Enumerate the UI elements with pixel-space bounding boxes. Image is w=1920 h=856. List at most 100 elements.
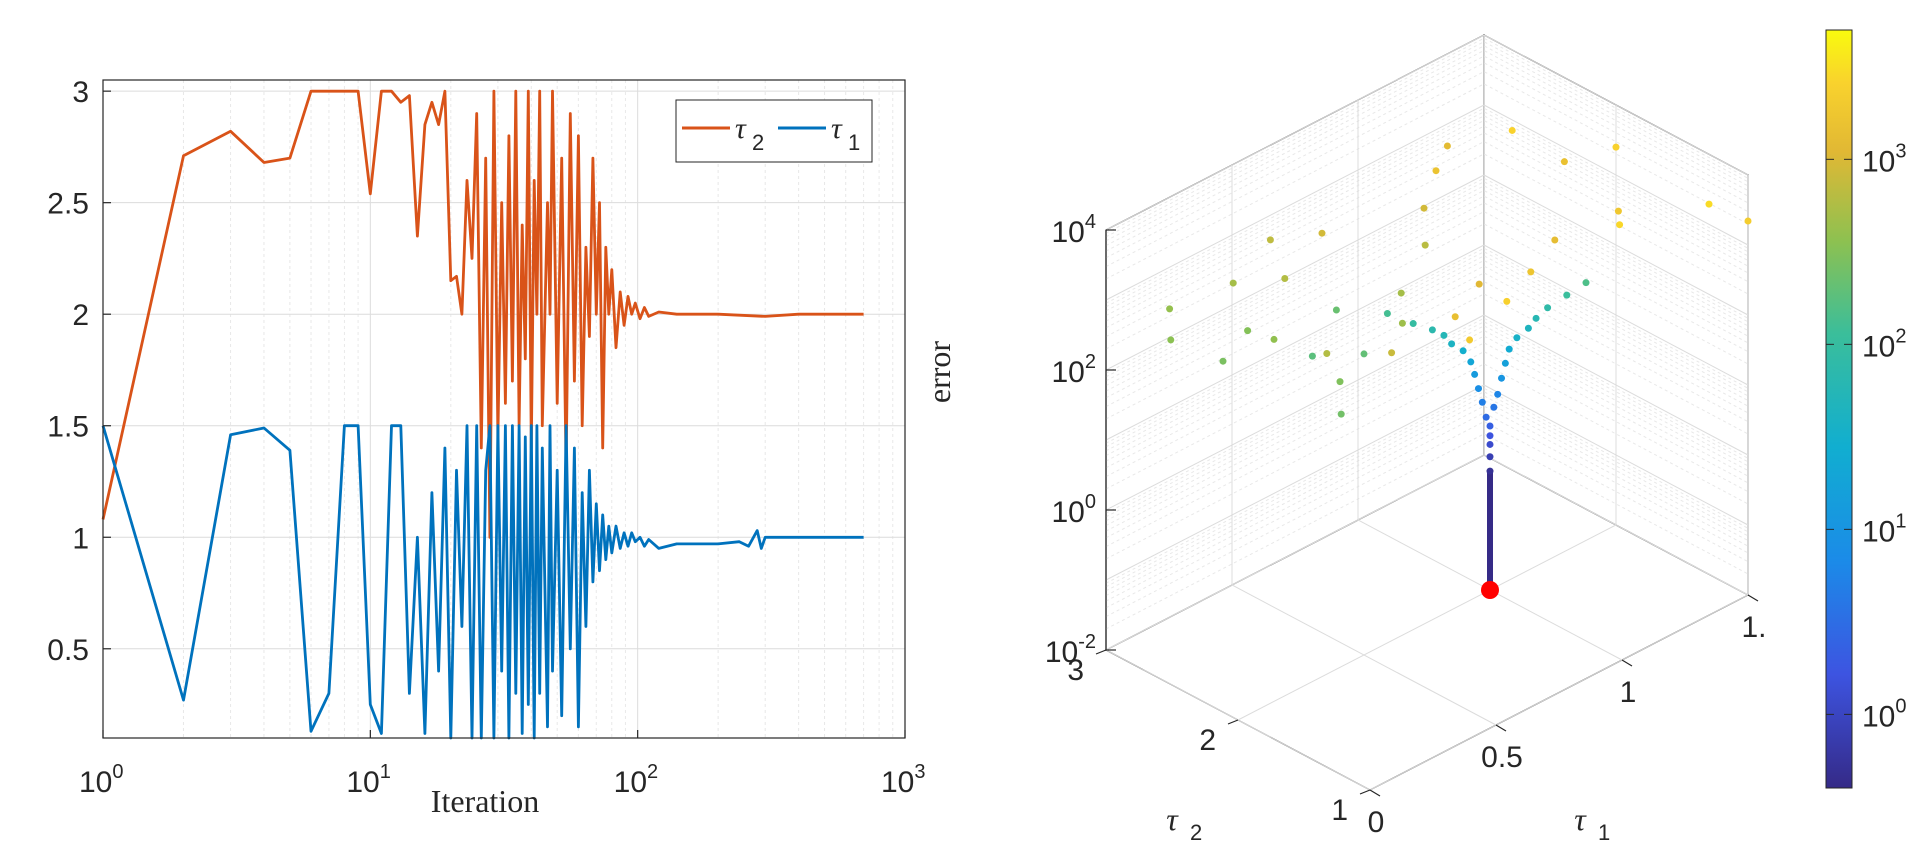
x-tick-label: 103	[881, 761, 926, 799]
z-gridline	[1105, 259, 1749, 456]
z-gridline	[1105, 177, 1749, 374]
legend: τ 2 τ 1	[675, 99, 873, 163]
x3d-tick-mark	[1747, 594, 1759, 602]
scatter-point	[1229, 279, 1237, 287]
y-tick-label: 2.5	[47, 188, 89, 221]
z-gridline	[1105, 387, 1749, 584]
z-gridline	[1105, 363, 1749, 560]
scatter-point	[1420, 204, 1428, 212]
z-gridline	[1105, 119, 1749, 316]
z-gridline	[1105, 251, 1749, 448]
scatter-point	[1270, 335, 1278, 343]
colorbar-tick-label: 101	[1862, 510, 1907, 548]
scatter-point	[1482, 413, 1490, 421]
z-gridline	[1105, 141, 1749, 338]
y-gridline-3d	[1105, 35, 1485, 651]
optimum-marker	[1481, 581, 1499, 599]
scatter-point	[1409, 320, 1417, 328]
legend-label-tau2: τ	[735, 112, 747, 145]
scatter-point	[1612, 143, 1620, 151]
scatter-point	[1337, 410, 1345, 418]
scatter-point	[1443, 142, 1451, 150]
x3d-tick-mark	[1621, 659, 1633, 667]
z-gridline	[1105, 281, 1749, 478]
scatter-point	[1486, 467, 1494, 475]
x3d-tick-mark	[1369, 789, 1381, 797]
scatter-point	[1308, 352, 1316, 360]
legend-label-tau1: τ	[831, 112, 843, 145]
z-tick-label: 102	[1052, 351, 1097, 389]
x-tick-label: 102	[614, 761, 659, 799]
scatter-point	[1486, 440, 1494, 448]
z-gridline	[1105, 351, 1749, 548]
scatter-point	[1471, 370, 1479, 378]
line-chart-frame	[102, 79, 906, 739]
z-tick-label: 104	[1052, 211, 1097, 249]
scatter-point	[1360, 350, 1368, 358]
scatter-point	[1505, 345, 1513, 353]
z-gridline	[1105, 433, 1749, 630]
y3d-tick-mark	[1095, 649, 1107, 655]
z-gridline	[1105, 412, 1749, 609]
z-gridline	[1105, 255, 1749, 452]
scatter-point	[1582, 279, 1590, 287]
scatter-point	[1524, 324, 1532, 332]
z-gridline	[1105, 125, 1749, 322]
scatter-point	[1494, 390, 1502, 398]
y3d-tick-mark	[1227, 719, 1239, 725]
z-gridline	[1105, 49, 1749, 246]
z-gridline	[1105, 329, 1749, 526]
scatter-point	[1421, 241, 1429, 249]
scatter-point	[1451, 313, 1459, 321]
scatter3d-points	[1166, 126, 1752, 590]
x-tick-label: 101	[346, 761, 391, 799]
z-gridline	[1105, 399, 1749, 596]
scatter-point	[1336, 378, 1344, 386]
scatter-point	[1501, 359, 1509, 367]
z-gridline	[1105, 391, 1749, 588]
z-gridline	[1105, 195, 1749, 392]
scatter-point	[1614, 207, 1622, 215]
line-chart: 0.5 1 1.5 2 2.5 3 100 101 102 103 Iteration τ 2 τ…	[47, 76, 925, 819]
scatter-point	[1560, 158, 1568, 166]
scatter-point	[1397, 289, 1405, 297]
z-gridline	[1105, 223, 1749, 420]
z-gridline	[1105, 71, 1749, 268]
y3d-tick-label: 2	[1199, 724, 1216, 757]
scatter-point	[1744, 217, 1752, 225]
line-chart-ticks: 0.5 1 1.5 2 2.5 3 100 101 102 103	[47, 76, 925, 799]
z-gridline	[1105, 202, 1749, 399]
line-chart-series	[101, 89, 864, 740]
z-gridline	[1105, 342, 1749, 539]
y-tick-label: 2	[72, 299, 89, 332]
series-line-tau2	[101, 89, 864, 539]
scatter-point	[1388, 349, 1396, 357]
scatter-point	[1478, 398, 1486, 406]
y-gridline-3d	[1237, 105, 1617, 721]
scatter-point	[1466, 336, 1474, 344]
x3d-tick-label: 1	[1620, 676, 1637, 709]
scatter-point	[1266, 236, 1274, 244]
scatter-point	[1486, 453, 1494, 461]
x-tick-label: 100	[79, 761, 124, 799]
scatter-point	[1448, 340, 1456, 348]
z-gridline	[1105, 395, 1749, 592]
x-axis-label-3d: τ	[1574, 801, 1587, 837]
scatter3d-walls	[1104, 34, 1750, 791]
z-gridline	[1105, 45, 1749, 242]
x3d-tick-label: 0.5	[1481, 741, 1523, 774]
series-line-tau1	[101, 424, 864, 740]
legend-box	[675, 99, 873, 163]
scatter-point	[1244, 327, 1252, 335]
scatter-point	[1440, 331, 1448, 339]
z-gridline	[1105, 153, 1749, 350]
z-gridline	[1105, 335, 1749, 532]
z-gridline	[1105, 293, 1749, 490]
z-gridline	[1105, 321, 1749, 518]
x3d-tick-mark	[1495, 724, 1507, 732]
scatter-point	[1513, 334, 1521, 342]
z-tick-label: 100	[1052, 491, 1097, 529]
x3d-tick-label: 1.	[1741, 611, 1766, 644]
